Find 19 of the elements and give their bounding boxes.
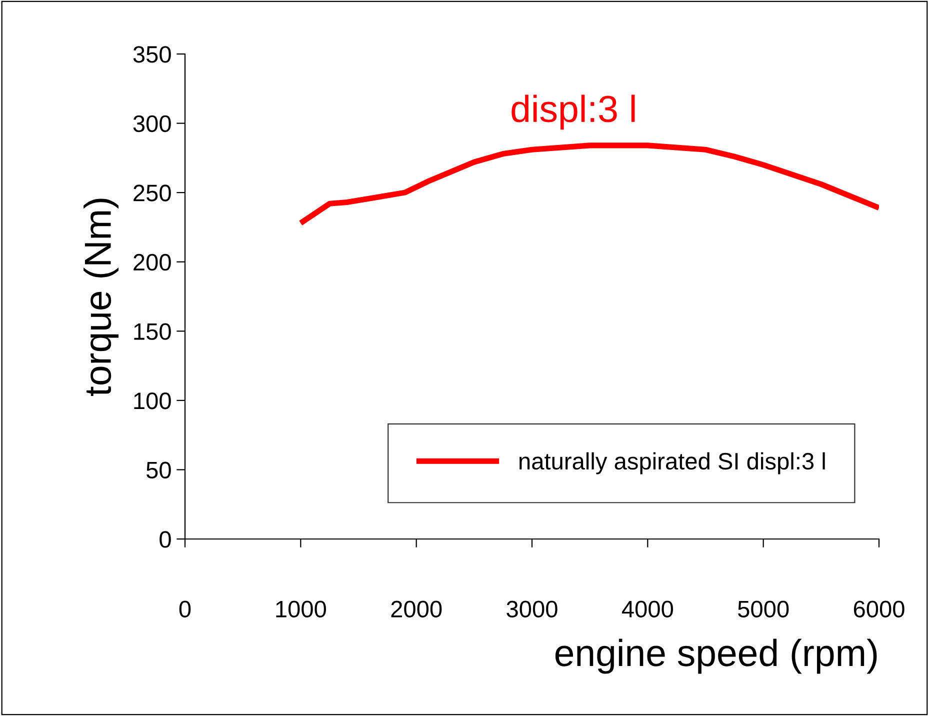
y-axis-title: torque (Nm) xyxy=(84,198,119,396)
x-tick-label: 2000 xyxy=(391,600,442,618)
y-tick-label: 350 xyxy=(133,46,171,63)
y-tick-label: 50 xyxy=(146,462,171,478)
x-tick-label: 4000 xyxy=(622,600,674,618)
legend-label: naturally aspirated SI displ:3 l xyxy=(520,452,825,474)
x-tick-label: 1000 xyxy=(276,600,326,618)
y-tick-label: 0 xyxy=(160,531,171,548)
y-tick-label: 100 xyxy=(134,392,171,410)
y-tick-label: 200 xyxy=(134,254,171,271)
y-tick-label: 250 xyxy=(134,184,171,202)
annotation: displ:3 l xyxy=(512,94,635,130)
y-tick-label: 150 xyxy=(134,323,171,340)
x-tick-label: 3000 xyxy=(506,600,558,618)
x-tick-label: 0 xyxy=(179,600,191,618)
y-tick-label: 300 xyxy=(133,115,171,132)
x-axis-title: engine speed (rpm) xyxy=(555,638,877,674)
x-tick-label: 5000 xyxy=(738,600,789,618)
x-tick-label: 6000 xyxy=(854,600,904,618)
